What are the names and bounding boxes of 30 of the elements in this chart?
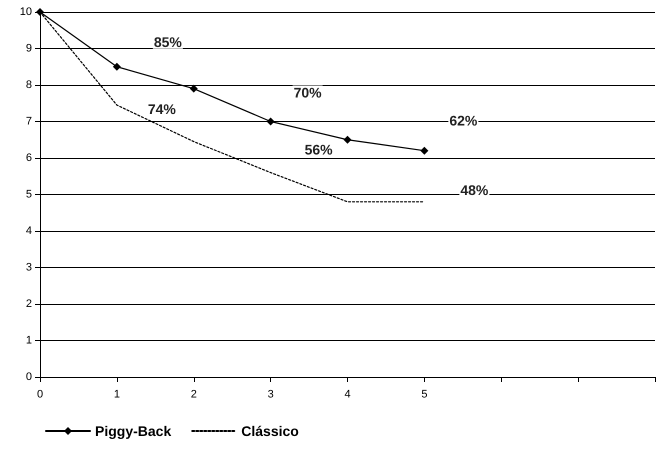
y-tick-label: 8 (26, 79, 32, 91)
point (420, 146, 428, 155)
annotation: 48% (460, 182, 489, 198)
y-tick-label: 7 (26, 116, 32, 128)
y-tick-label: 1 (26, 334, 32, 346)
x-tick-label: 0 (36, 388, 44, 400)
legend-label: Clássico (241, 423, 299, 439)
x-tick-label: 1 (114, 388, 120, 400)
y-tick-label: 9 (26, 42, 32, 54)
annotation: 62% (449, 112, 478, 129)
y-tick-label: 10 (20, 6, 32, 18)
y-tick-label: 2 (26, 298, 32, 310)
y-tick-label: 3 (26, 262, 32, 274)
point (266, 118, 275, 126)
annotation: 70% (294, 84, 322, 100)
x-tick-label: 3 (268, 388, 274, 400)
annotation: 85% (154, 34, 182, 50)
point (190, 84, 198, 93)
legend-label: Piggy-Back (95, 423, 172, 439)
x-tick-label: 4 (344, 388, 351, 400)
y-tick-label: 6 (26, 152, 32, 164)
annotation: 56% (304, 142, 334, 158)
point (112, 62, 121, 71)
y-tick-label: 4 (26, 225, 32, 237)
point (344, 136, 352, 144)
y-tick-label: 0 (26, 371, 32, 383)
annotation: 74% (148, 101, 176, 118)
y-tick-label: 5 (26, 188, 32, 200)
x-tick-label: 2 (190, 388, 197, 400)
x-tick-label: 5 (421, 388, 428, 400)
